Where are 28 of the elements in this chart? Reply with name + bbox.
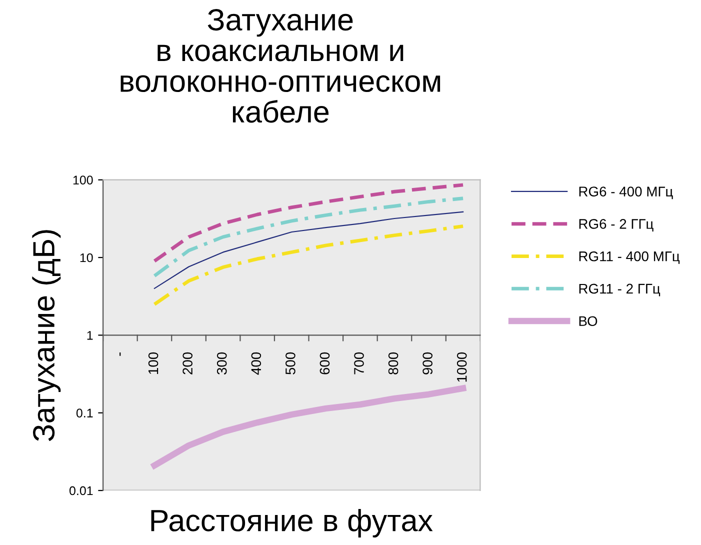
legend-label: ВО bbox=[579, 316, 598, 326]
y-tick-label: 100 bbox=[73, 176, 93, 184]
y-tick-label: 0.01 bbox=[69, 486, 93, 496]
x-tick-label: 200 bbox=[182, 352, 192, 374]
x-tick-label: 600 bbox=[320, 352, 330, 374]
x-tick-label: 700 bbox=[354, 352, 364, 374]
x-tick-label: - bbox=[120, 352, 121, 356]
line-series bbox=[152, 183, 465, 263]
line-series bbox=[152, 196, 465, 278]
legend-label: RG11 - 400 МГц bbox=[579, 251, 680, 264]
x-axis-title: Расстояние в футах bbox=[151, 508, 433, 538]
x-tick-label: 400 bbox=[251, 352, 262, 375]
x-tick-label: 1000 bbox=[456, 352, 467, 382]
line-series bbox=[154, 211, 464, 289]
y-tick-label: 1 bbox=[87, 331, 93, 340]
legend-label: RG6 - 2 ГГц bbox=[579, 219, 654, 232]
legend-label: RG6 - 400 МГц bbox=[579, 186, 673, 200]
x-tick-label: 500 bbox=[286, 352, 296, 374]
y-axis-title: Затухание (дБ) bbox=[32, 230, 61, 442]
x-tick-label: 800 bbox=[388, 352, 398, 374]
x-tick-label: 100 bbox=[148, 352, 158, 374]
x-tick-label: 900 bbox=[422, 352, 432, 374]
x-tick-label: 300 bbox=[216, 352, 227, 374]
legend-label: RG11 - 2 ГГц bbox=[579, 284, 660, 296]
chart-title: Затухание в коаксиальном и волоконно-оптическом кабеле bbox=[120, 8, 440, 123]
y-tick-label: 0.1 bbox=[76, 408, 93, 418]
line-series bbox=[152, 224, 465, 306]
y-tick-label: 10 bbox=[80, 253, 93, 262]
